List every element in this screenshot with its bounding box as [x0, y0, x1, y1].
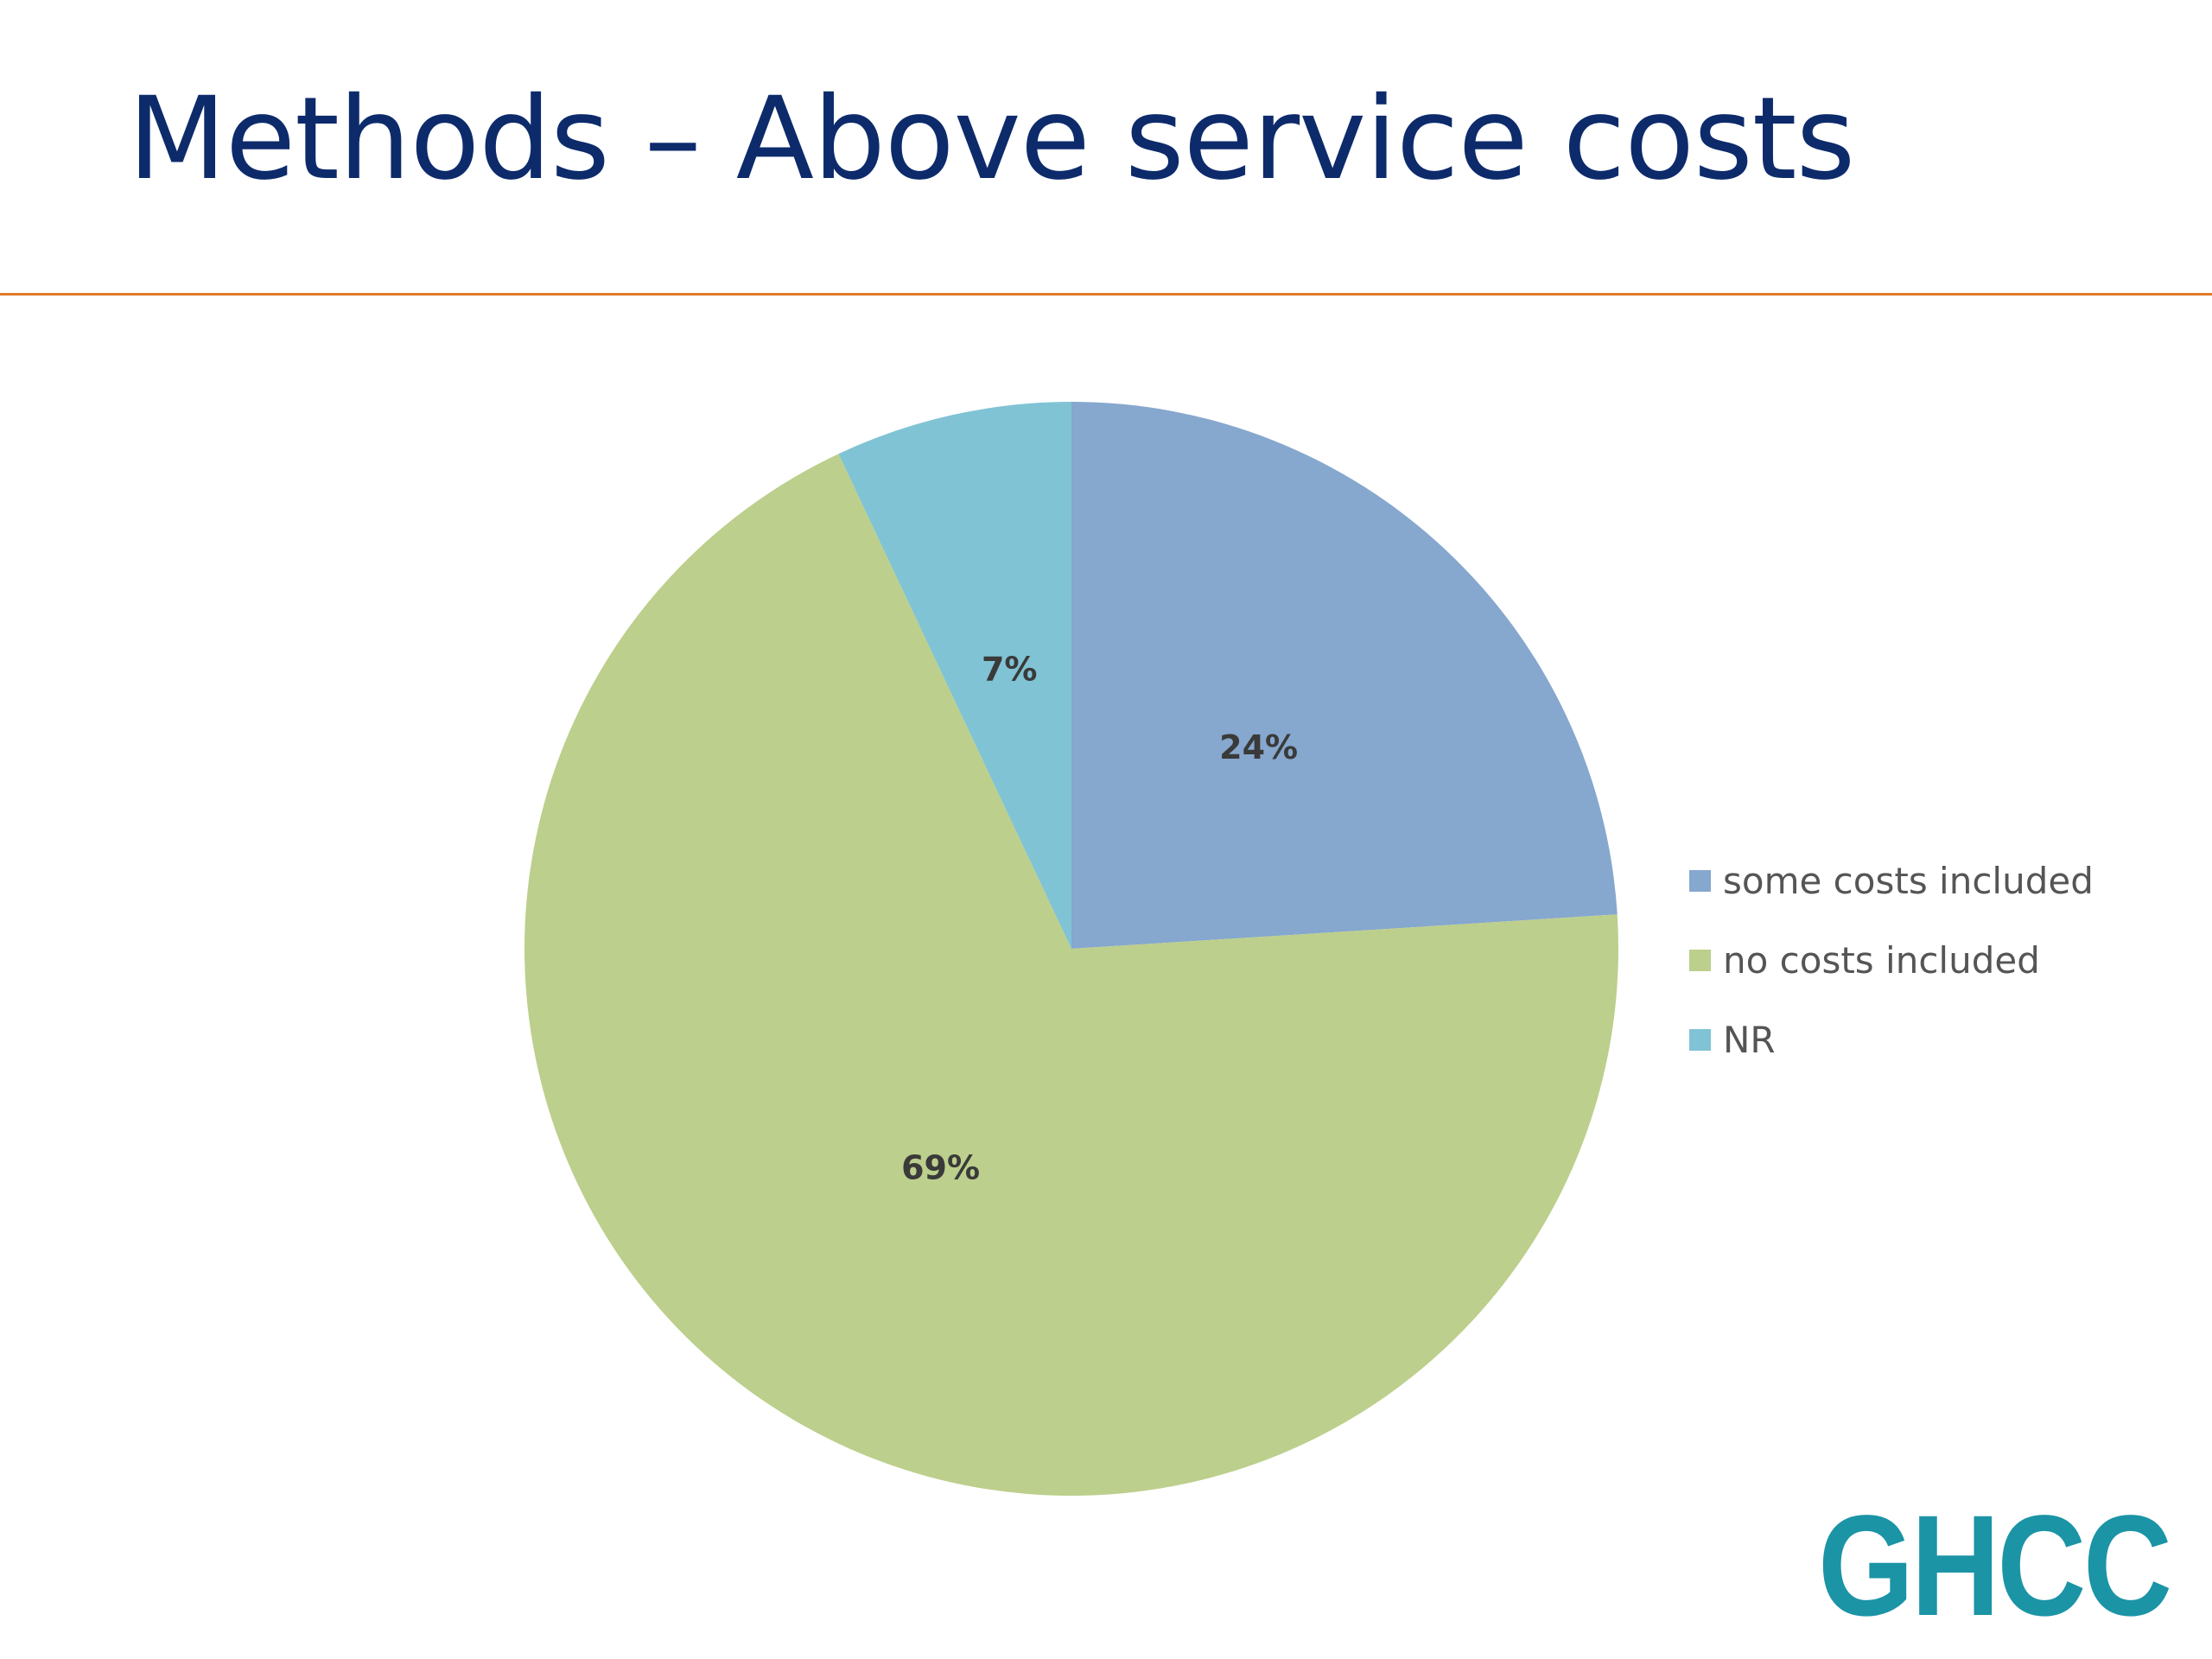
legend-item-some-costs-included: some costs included: [1689, 841, 2094, 920]
legend-swatch-some-costs-included: [1689, 869, 1711, 892]
pie-data-labels: 24% 69% 7%: [901, 650, 1298, 1186]
legend-swatch-no-costs-included: [1689, 949, 1711, 971]
legend-label-some-costs-included: some costs included: [1723, 859, 2094, 902]
legend-swatch-nr: [1689, 1028, 1711, 1051]
legend-item-nr: NR: [1689, 1000, 2094, 1079]
pie-slice-some-costs-included: [1071, 402, 1618, 949]
pie-slice-nr: [838, 402, 1071, 949]
pie-slices: [524, 402, 1619, 1497]
legend-item-no-costs-included: no costs included: [1689, 920, 2094, 1000]
ghcc-logo: GHCC: [1818, 1486, 2172, 1646]
data-label-some-costs-included: 24%: [1219, 728, 1298, 766]
pie-slice-no-costs-included: [524, 454, 1619, 1497]
slide-title: Methods – Above service costs: [128, 73, 1855, 206]
data-label-nr: 7%: [982, 650, 1038, 688]
title-divider: [0, 293, 2212, 296]
chart-legend: some costs included no costs included NR: [1689, 841, 2094, 1079]
legend-label-no-costs-included: no costs included: [1723, 938, 2040, 982]
data-label-no-costs-included: 69%: [901, 1149, 980, 1187]
legend-label-nr: NR: [1723, 1018, 1776, 1061]
